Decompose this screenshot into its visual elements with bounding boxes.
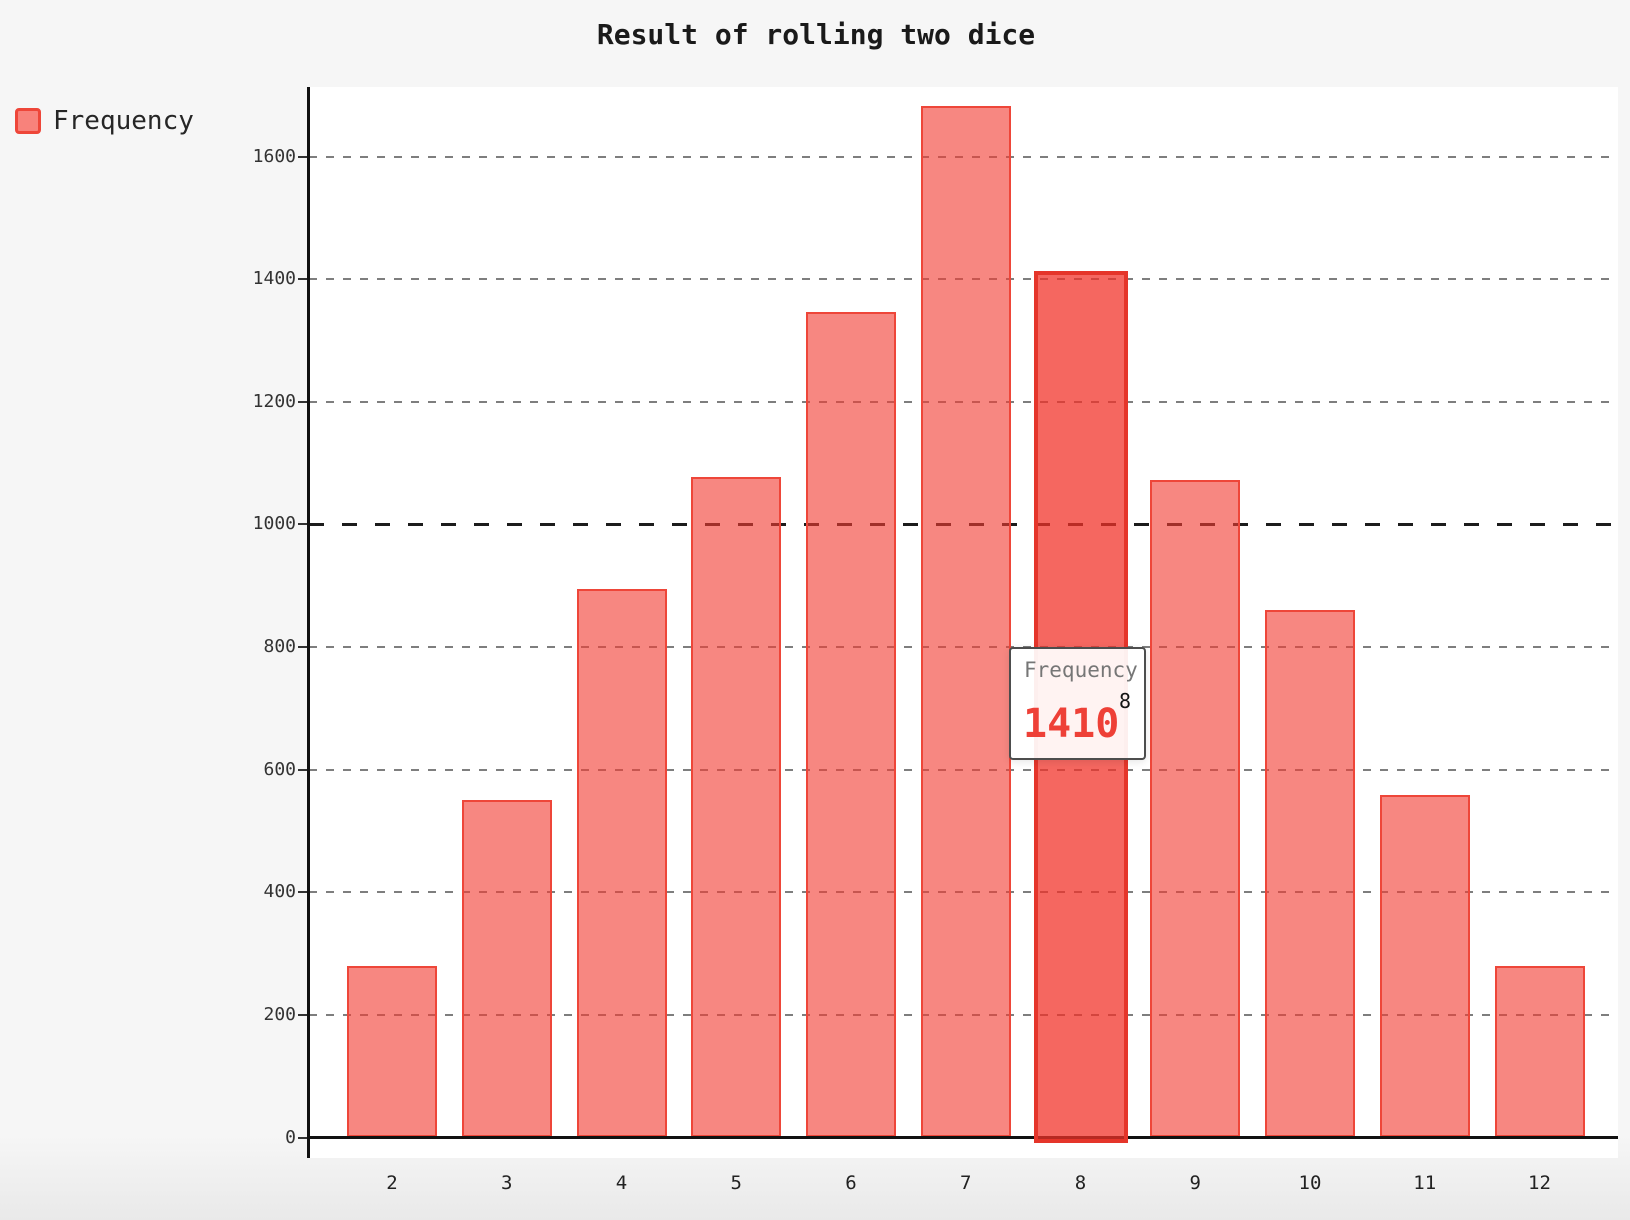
bar-6[interactable] — [806, 312, 896, 1137]
tooltip-series-name: Frequency — [1024, 658, 1138, 682]
tooltip-value: 1410 — [1023, 701, 1120, 747]
x-axis-line — [307, 1136, 1618, 1139]
bar-2[interactable] — [347, 965, 437, 1137]
bar-4[interactable] — [576, 588, 667, 1137]
y-axis-tick-1600 — [298, 155, 307, 158]
y-axis-tick-0 — [298, 1136, 307, 1139]
x-axis-label-2: 2 — [386, 1172, 398, 1194]
bar-5[interactable] — [691, 476, 782, 1137]
x-axis-label-4: 4 — [615, 1172, 628, 1194]
chart-title: Result of rolling two dice — [596, 18, 1036, 51]
tooltip-category: 8 — [1118, 689, 1131, 713]
y-axis-tick-600 — [298, 768, 307, 771]
legend-label: Frequency — [53, 106, 194, 136]
x-axis-label-5: 5 — [730, 1172, 742, 1194]
bar-12[interactable] — [1494, 966, 1585, 1137]
bar-3[interactable] — [461, 800, 552, 1137]
x-axis-label-6: 6 — [845, 1172, 857, 1194]
y-axis-tick-1400 — [298, 278, 307, 281]
y-axis-label-0: 0 — [285, 1126, 296, 1148]
legend-swatch-icon — [15, 108, 41, 134]
y-axis-label-1000: 1000 — [252, 513, 296, 535]
x-axis-label-10: 10 — [1298, 1172, 1322, 1194]
y-axis-label-1600: 1600 — [252, 145, 296, 167]
y-axis-tick-200 — [298, 1013, 307, 1016]
y-axis-label-600: 600 — [263, 758, 296, 780]
y-axis-label-1200: 1200 — [252, 390, 296, 412]
y-axis-label-400: 400 — [263, 881, 296, 903]
bar-7[interactable] — [920, 106, 1011, 1137]
y-axis-line — [307, 87, 310, 1158]
x-axis-label-3: 3 — [501, 1172, 513, 1194]
y-axis-label-1400: 1400 — [252, 268, 296, 290]
y-axis-tick-400 — [298, 891, 307, 894]
bar-11[interactable] — [1379, 795, 1470, 1137]
y-axis-label-800: 800 — [263, 636, 296, 657]
y-axis-tick-1200 — [298, 400, 307, 403]
x-axis-label-12: 12 — [1528, 1172, 1551, 1194]
bar-10[interactable] — [1265, 610, 1355, 1137]
x-axis-label-8: 8 — [1074, 1172, 1087, 1194]
x-axis-label-11: 11 — [1413, 1172, 1437, 1194]
x-axis-label-9: 9 — [1189, 1172, 1201, 1194]
x-axis-label-7: 7 — [960, 1172, 972, 1194]
tooltip: Frequency 8 1410 — [1009, 647, 1146, 760]
y-axis-tick-800 — [298, 646, 307, 648]
legend-item-frequency[interactable]: Frequency — [15, 106, 194, 136]
y-axis-tick-1000 — [298, 523, 307, 526]
y-axis-label-200: 200 — [263, 1003, 296, 1025]
bar-9[interactable] — [1150, 480, 1241, 1137]
